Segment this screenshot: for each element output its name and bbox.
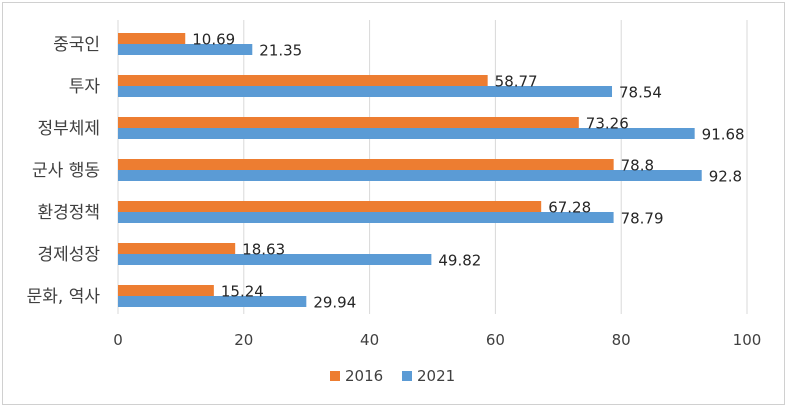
x-tick-label: 40 bbox=[360, 331, 379, 349]
bar bbox=[118, 243, 236, 254]
data-label: 78.54 bbox=[619, 84, 662, 102]
data-label: 78.8 bbox=[621, 157, 654, 175]
bar bbox=[118, 212, 614, 223]
bar bbox=[118, 201, 542, 212]
bar bbox=[118, 33, 186, 44]
bar bbox=[118, 75, 488, 86]
x-tick-label: 80 bbox=[612, 331, 631, 349]
bar bbox=[118, 117, 579, 128]
x-tick-labels: 0 20 40 60 80 100 bbox=[113, 331, 761, 349]
data-label: 73.26 bbox=[586, 115, 629, 133]
data-label: 91.68 bbox=[702, 126, 745, 144]
data-label: 21.35 bbox=[259, 42, 302, 60]
legend-label: 2016 bbox=[345, 367, 383, 385]
bar bbox=[118, 285, 214, 296]
data-label: 78.79 bbox=[621, 210, 664, 228]
bar bbox=[118, 254, 432, 265]
legend-label: 2021 bbox=[417, 367, 455, 385]
bar bbox=[118, 44, 253, 55]
legend-swatch bbox=[402, 371, 412, 381]
bar bbox=[118, 296, 307, 307]
bar bbox=[118, 128, 695, 139]
category-label: 정부체제 bbox=[37, 119, 100, 139]
data-label: 58.77 bbox=[495, 73, 538, 91]
x-tick-label: 0 bbox=[113, 331, 123, 349]
legend: 2016 2021 bbox=[330, 367, 455, 385]
bars bbox=[118, 33, 702, 307]
data-label: 18.63 bbox=[242, 241, 285, 259]
bar bbox=[118, 170, 702, 181]
category-label: 군사 행동 bbox=[32, 161, 100, 181]
bar bbox=[118, 86, 613, 97]
category-label: 중국인 bbox=[53, 35, 100, 55]
bar bbox=[118, 159, 614, 170]
category-label: 경제성장 bbox=[37, 245, 100, 265]
data-label: 10.69 bbox=[192, 31, 235, 49]
x-tick-label: 20 bbox=[234, 331, 253, 349]
x-tick-label: 100 bbox=[733, 331, 762, 349]
data-label: 67.28 bbox=[548, 199, 591, 217]
data-label: 29.94 bbox=[313, 294, 356, 312]
legend-swatch bbox=[330, 371, 340, 381]
data-label: 15.24 bbox=[221, 283, 264, 301]
category-label: 환경정책 bbox=[37, 203, 100, 223]
data-label: 92.8 bbox=[709, 168, 742, 186]
x-tick-label: 60 bbox=[486, 331, 505, 349]
category-label: 문화, 역사 bbox=[27, 287, 101, 307]
data-labels: 10.69 21.35 58.77 78.54 73.26 91.68 78.8 92.8 67… bbox=[192, 31, 744, 312]
category-label: 투자 bbox=[69, 77, 101, 97]
data-label: 49.82 bbox=[438, 252, 481, 270]
